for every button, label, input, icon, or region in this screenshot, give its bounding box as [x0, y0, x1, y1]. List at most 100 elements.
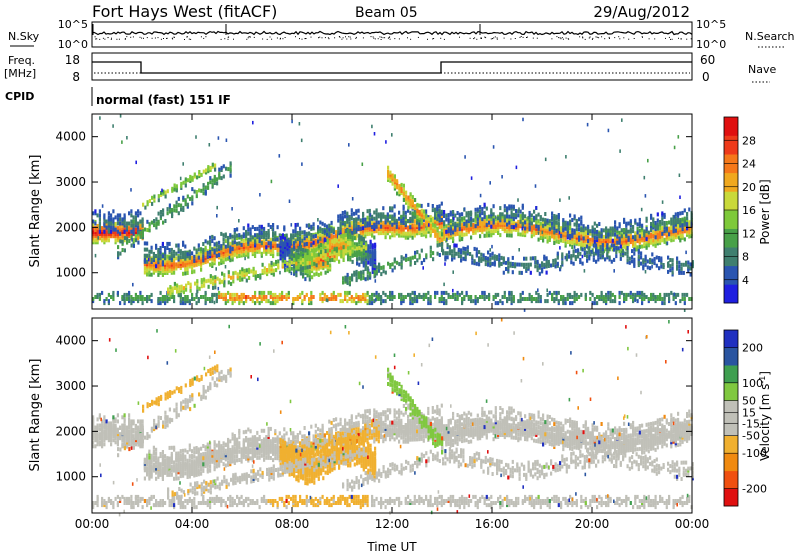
echo-cell [490, 233, 493, 238]
echo-cell [610, 243, 613, 248]
echo-cell [171, 286, 174, 291]
echo-cell [387, 169, 390, 174]
echo-cell [310, 233, 313, 237]
echo-cell [564, 301, 567, 306]
echo-cell [205, 170, 208, 175]
echo-cell [447, 292, 450, 297]
echo-cell [402, 216, 405, 221]
echo-cell [247, 254, 250, 259]
echo-cell [213, 292, 216, 297]
echo-cell [458, 212, 461, 217]
noise-search-point [641, 36, 643, 38]
echo-cell [229, 233, 232, 238]
echo-cell [92, 219, 95, 224]
echo-cell [177, 243, 180, 248]
echo-cell [319, 233, 322, 238]
echo-cell [471, 256, 474, 261]
echo-cell [150, 220, 153, 225]
echo-cell [312, 222, 315, 227]
echo-cell [209, 166, 212, 170]
echo-cell [402, 299, 405, 304]
echo-cell [389, 206, 392, 211]
echo-cell [443, 228, 446, 233]
echo-cell [105, 232, 108, 237]
noise-search-point [342, 37, 344, 39]
echo-cell [220, 252, 223, 257]
echo-cell [422, 295, 425, 299]
echo-cell [92, 226, 95, 231]
echo-cell [573, 228, 576, 233]
echo-cell [458, 222, 461, 227]
echo-cell [125, 292, 128, 297]
echo-cell [451, 257, 454, 262]
echo-cell [436, 217, 439, 222]
echo-cell [434, 290, 437, 295]
echo-cell [413, 297, 416, 301]
noise-search-point [143, 37, 144, 39]
echo-cell [411, 290, 414, 295]
noise-search-point [338, 36, 340, 37]
echo-cell [556, 251, 559, 256]
echo-cell [339, 217, 342, 222]
echo-cell [326, 260, 329, 265]
echo-cell [220, 165, 223, 170]
noise-search-point [648, 38, 650, 40]
echo-cell [539, 221, 542, 226]
echo-cell [121, 239, 124, 244]
echo-cell [356, 246, 359, 251]
echo-cell [534, 264, 537, 269]
echo-cell [312, 226, 315, 231]
echo-cell [132, 227, 135, 232]
echo-cell [239, 269, 242, 274]
echo-cell [184, 244, 187, 249]
echo-cell [506, 206, 509, 211]
echo-cell [670, 290, 673, 295]
echo-cell [569, 233, 572, 238]
echo-cell [258, 243, 261, 248]
echo-cell [349, 237, 352, 242]
echo-cell [624, 251, 627, 256]
frequency-trace [92, 61, 692, 74]
echo-cell [411, 223, 414, 228]
echo-cell [632, 225, 635, 229]
echo-cell [179, 299, 182, 304]
echo-cell [393, 233, 396, 238]
echo-cell [681, 292, 684, 297]
echo-cell [546, 235, 549, 240]
noise-search-point [374, 38, 376, 40]
echo-cell [222, 164, 225, 169]
noise-tick-low-left: 10^0 [58, 38, 88, 51]
echo-cell [562, 226, 565, 231]
echo-cell [315, 271, 318, 276]
noise-search-point [582, 37, 584, 39]
echo-cell [269, 245, 272, 250]
echo-cell [474, 218, 477, 223]
echo-cell [324, 264, 327, 269]
echo-cell [491, 251, 494, 256]
echo-cell [107, 223, 110, 228]
echo-cell [171, 186, 174, 191]
echo-cell [645, 241, 648, 246]
echo-cell [619, 244, 622, 249]
echo-cell [386, 221, 389, 225]
echo-cell [218, 167, 221, 172]
echo-cell [182, 197, 185, 202]
echo-cell [243, 268, 246, 273]
echo-cell [511, 255, 514, 260]
echo-cell [159, 256, 162, 261]
echo-cell [242, 226, 245, 231]
echo-cell [438, 210, 441, 215]
echo-cell [132, 219, 135, 224]
noise-search-point [526, 37, 527, 38]
echo-cell [362, 228, 365, 233]
echo-cell [143, 297, 146, 301]
echo-cell [242, 242, 245, 247]
echo-cell [609, 232, 612, 237]
echo-cell [425, 214, 428, 219]
echo-cell [114, 232, 117, 237]
echo-cell [507, 257, 510, 262]
echo-cell [342, 245, 345, 250]
echo-cell [411, 195, 414, 200]
echo-cell [132, 297, 135, 301]
echo-cell [389, 170, 392, 175]
